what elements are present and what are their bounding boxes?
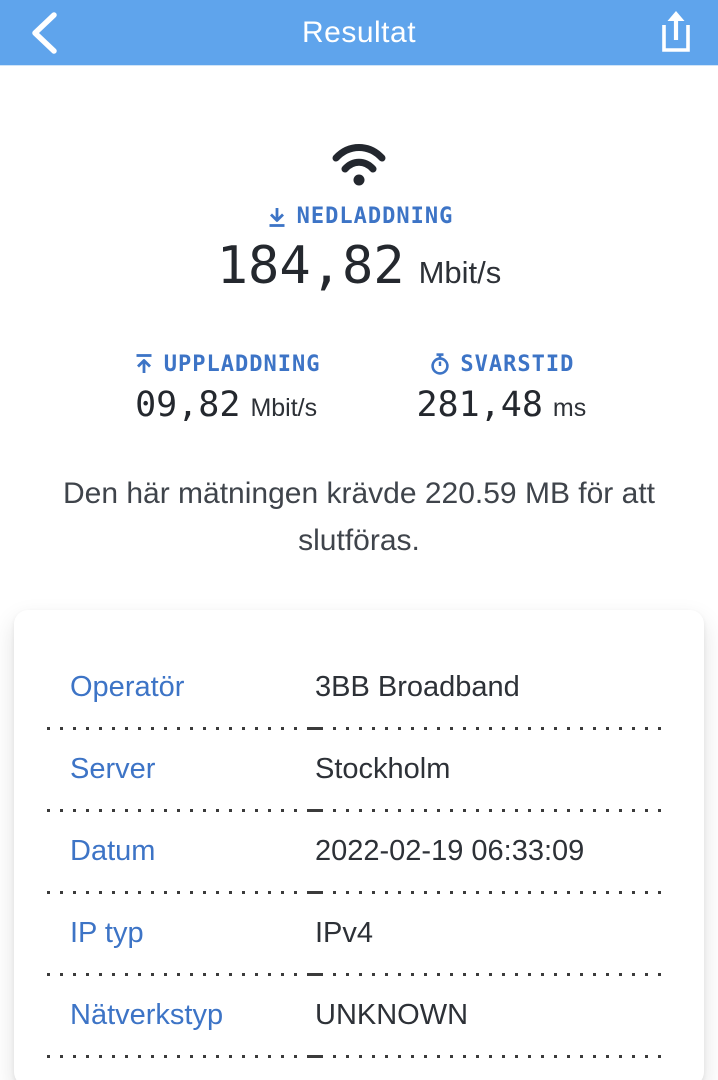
detail-row-value: UNKNOWN <box>315 999 469 1031</box>
detail-row: Nätverkstyp UNKNOWN <box>47 976 671 1055</box>
detail-row-value: Stockholm <box>315 753 451 785</box>
latency-value: 281,48 <box>416 385 543 425</box>
stopwatch-icon <box>428 352 452 376</box>
detail-row: Server Stockholm <box>47 730 671 809</box>
detail-row-value: 2022-02-19 06:33:09 <box>315 835 585 867</box>
detail-row-label: Server <box>70 753 156 785</box>
dotted-separator <box>47 727 671 730</box>
latency-label-row: SVARSTID <box>428 352 574 377</box>
detail-row: IP typ IPv4 <box>47 894 671 973</box>
detail-row: Operatör 3BB Broadband <box>47 648 671 727</box>
wifi-icon <box>330 138 388 188</box>
share-button[interactable] <box>650 9 698 57</box>
upload-arrow-icon <box>132 352 156 376</box>
back-button[interactable] <box>20 9 68 57</box>
page-title: Resultat <box>301 15 417 49</box>
dotted-separator <box>47 891 671 894</box>
detail-row-value: 3BB Broadband <box>315 671 520 703</box>
dotted-separator <box>47 809 671 812</box>
download-arrow-icon <box>265 205 289 229</box>
download-unit: Mbit/s <box>418 254 502 290</box>
latency-unit: ms <box>552 394 587 422</box>
result-section: NEDLADDNING 184,82 Mbit/s UPPLADDNING 09… <box>0 138 718 564</box>
detail-row-label: Nätverkstyp <box>70 999 224 1031</box>
share-icon <box>652 10 696 56</box>
detail-row-label: IP typ <box>70 917 144 949</box>
download-value: 184,82 <box>216 235 405 296</box>
download-label-row: NEDLADDNING <box>265 204 454 229</box>
detail-row-label: Operatör <box>70 671 185 703</box>
upload-metric: UPPLADDNING 09,82 Mbit/s <box>132 336 321 426</box>
dotted-separator <box>47 1055 671 1058</box>
header-bar: Resultat <box>0 0 718 66</box>
detail-row-value: IPv4 <box>315 917 374 949</box>
upload-unit: Mbit/s <box>250 394 318 422</box>
measurement-note: Den här mätningen krävde 220.59 MB för a… <box>62 477 655 557</box>
chevron-left-icon <box>27 10 61 56</box>
dotted-separator <box>47 973 671 976</box>
details-list: Operatör 3BB Broadband Server Stockholm … <box>47 648 671 1058</box>
latency-label: SVARSTID <box>460 351 575 377</box>
download-label: NEDLADDNING <box>296 204 454 229</box>
latency-metric: SVARSTID 281,48 ms <box>416 336 586 426</box>
detail-row: Datum 2022-02-19 06:33:09 <box>47 812 671 891</box>
download-metric: NEDLADDNING 184,82 Mbit/s <box>0 188 718 296</box>
upload-label: UPPLADDNING <box>163 351 321 377</box>
upload-value: 09,82 <box>135 385 241 425</box>
detail-row-label: Datum <box>70 835 156 867</box>
details-card: Operatör 3BB Broadband Server Stockholm … <box>14 610 704 1080</box>
upload-label-row: UPPLADDNING <box>132 352 321 377</box>
